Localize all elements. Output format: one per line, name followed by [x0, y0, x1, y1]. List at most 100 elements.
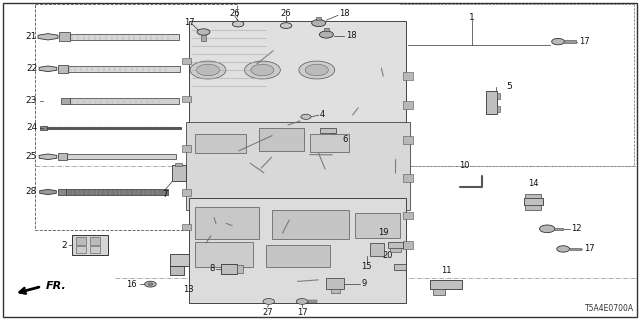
- Circle shape: [263, 299, 275, 304]
- Bar: [570, 248, 581, 250]
- Bar: [175, 163, 182, 166]
- Text: 16: 16: [126, 280, 137, 289]
- Circle shape: [251, 64, 274, 76]
- Bar: [390, 248, 401, 252]
- Text: 18: 18: [346, 31, 356, 40]
- Text: 25: 25: [26, 152, 37, 161]
- Polygon shape: [179, 98, 195, 103]
- Bar: [58, 189, 66, 195]
- Text: 3: 3: [287, 253, 292, 262]
- Bar: [316, 17, 321, 20]
- Text: 18: 18: [339, 9, 350, 18]
- Circle shape: [296, 299, 308, 304]
- Bar: [403, 72, 413, 80]
- Text: 6: 6: [342, 135, 348, 144]
- Bar: [237, 265, 243, 273]
- Text: 22: 22: [26, 64, 37, 73]
- Bar: [525, 194, 541, 198]
- Bar: [524, 198, 543, 205]
- Bar: [189, 198, 406, 303]
- Text: 10: 10: [459, 161, 469, 170]
- Bar: [61, 98, 70, 104]
- Bar: [68, 66, 180, 72]
- Circle shape: [196, 64, 220, 76]
- Circle shape: [145, 281, 156, 287]
- Text: 28: 28: [26, 188, 37, 196]
- Text: 23: 23: [26, 96, 37, 105]
- Polygon shape: [38, 34, 58, 40]
- Bar: [76, 237, 86, 245]
- Circle shape: [299, 61, 335, 79]
- Text: 4: 4: [320, 110, 325, 119]
- Bar: [90, 246, 100, 253]
- Bar: [170, 254, 190, 266]
- Bar: [182, 18, 413, 309]
- Bar: [246, 245, 275, 262]
- Text: 19: 19: [378, 228, 388, 237]
- Text: FR.: FR.: [46, 281, 67, 292]
- Bar: [58, 153, 67, 160]
- Polygon shape: [180, 66, 195, 72]
- Bar: [182, 224, 191, 230]
- Circle shape: [148, 283, 153, 285]
- Circle shape: [197, 29, 210, 35]
- Bar: [47, 127, 181, 129]
- Text: 26: 26: [230, 9, 240, 18]
- Circle shape: [312, 20, 326, 27]
- Circle shape: [232, 21, 244, 27]
- Bar: [310, 134, 349, 152]
- Text: 27: 27: [262, 308, 273, 317]
- Text: T5A4E0700A: T5A4E0700A: [584, 304, 634, 313]
- Bar: [308, 300, 317, 303]
- Text: 9: 9: [362, 279, 367, 288]
- Bar: [66, 189, 168, 195]
- Bar: [246, 238, 259, 245]
- Bar: [40, 126, 47, 130]
- Text: 17: 17: [297, 308, 307, 317]
- Text: 24: 24: [26, 124, 37, 132]
- Bar: [355, 213, 400, 238]
- Bar: [497, 106, 500, 112]
- Text: 1: 1: [470, 13, 475, 22]
- Bar: [195, 242, 253, 268]
- Text: 12: 12: [572, 224, 582, 233]
- Bar: [486, 91, 497, 114]
- Bar: [186, 123, 410, 210]
- Text: 21: 21: [26, 32, 37, 41]
- Bar: [497, 93, 500, 99]
- Bar: [326, 278, 344, 289]
- Bar: [394, 264, 406, 270]
- Bar: [70, 98, 179, 104]
- Text: 14: 14: [528, 179, 538, 188]
- Bar: [195, 134, 246, 153]
- Bar: [272, 210, 349, 239]
- Text: 7: 7: [163, 190, 168, 199]
- Circle shape: [280, 23, 292, 28]
- Text: 5: 5: [506, 82, 511, 91]
- Bar: [59, 32, 70, 41]
- Bar: [320, 128, 336, 133]
- Bar: [182, 145, 191, 152]
- Text: 8: 8: [209, 264, 214, 273]
- Text: 26: 26: [281, 9, 291, 18]
- Text: 13: 13: [184, 285, 194, 294]
- Bar: [262, 238, 282, 245]
- Text: 17: 17: [184, 18, 195, 27]
- Circle shape: [319, 31, 333, 38]
- Bar: [35, 4, 237, 230]
- Text: 2: 2: [61, 241, 67, 250]
- Bar: [221, 264, 237, 274]
- Text: 17: 17: [579, 37, 590, 46]
- Bar: [90, 237, 100, 245]
- Circle shape: [552, 38, 564, 45]
- Bar: [525, 205, 541, 210]
- Bar: [189, 21, 406, 132]
- Bar: [76, 246, 86, 253]
- Polygon shape: [40, 189, 56, 195]
- Bar: [403, 101, 413, 109]
- Bar: [201, 35, 206, 41]
- Polygon shape: [176, 154, 191, 159]
- Bar: [370, 243, 384, 256]
- Bar: [182, 58, 191, 64]
- Bar: [182, 189, 191, 196]
